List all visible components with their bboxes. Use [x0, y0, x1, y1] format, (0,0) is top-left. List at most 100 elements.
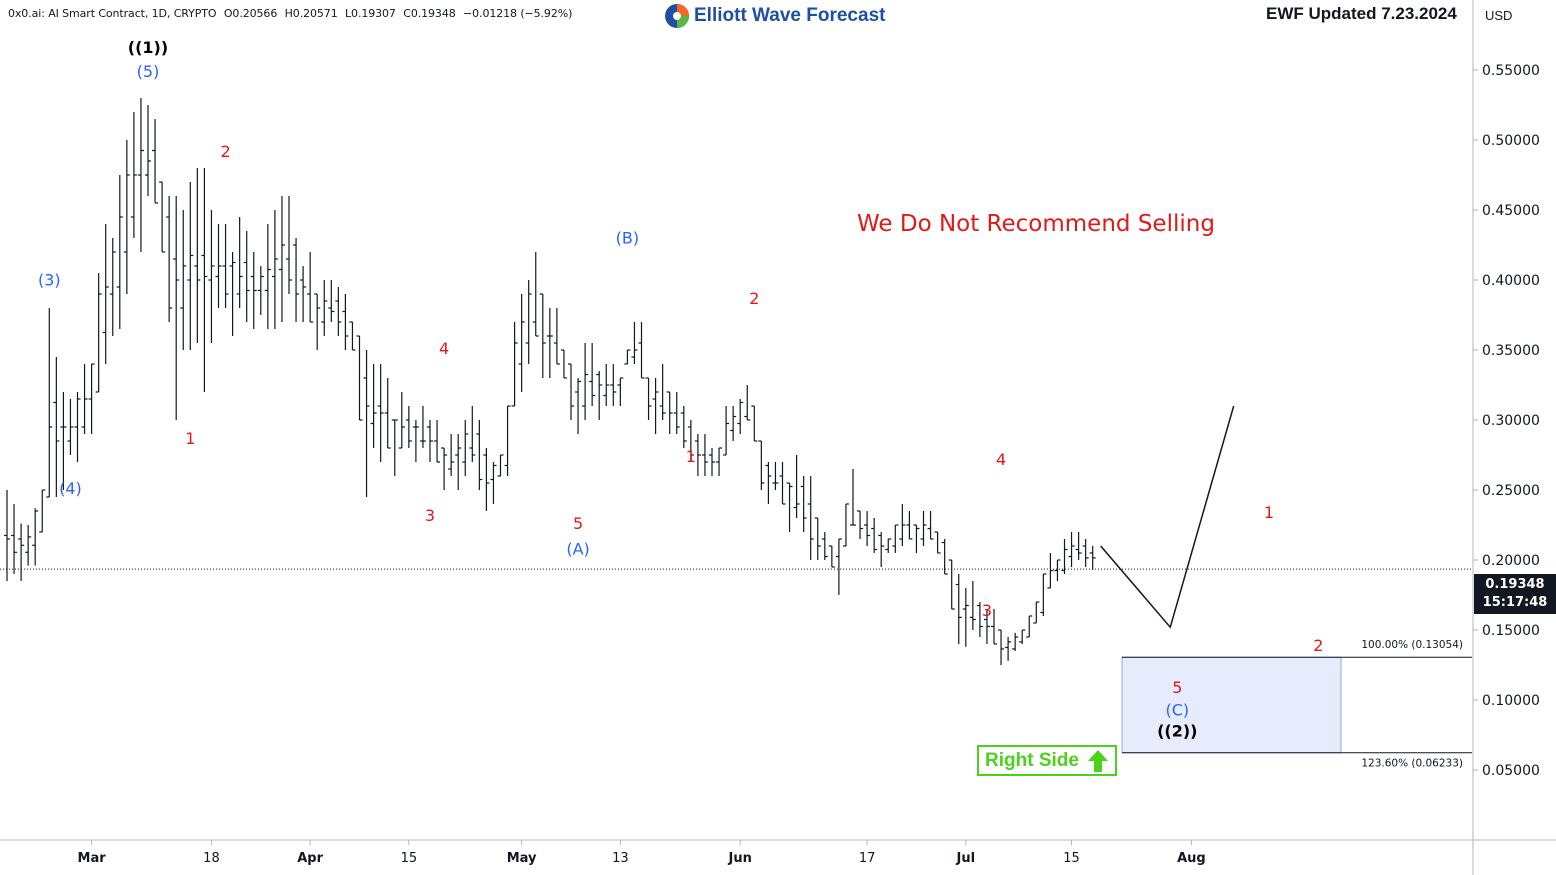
ohlc-bar	[645, 377, 652, 420]
ohlc-bar	[941, 539, 948, 575]
ohlc-bar	[116, 175, 123, 329]
ohlc-bar	[666, 391, 673, 434]
ohlc-bar	[257, 266, 264, 315]
x-tick-label: May	[507, 851, 537, 866]
wave-label: (5)	[137, 62, 160, 81]
ohlc-bar	[215, 224, 222, 308]
currency-label[interactable]: USD	[1485, 8, 1513, 23]
ohlc-bar	[955, 574, 962, 644]
ohlc-bar	[476, 420, 483, 490]
ohlc-bar	[758, 440, 765, 490]
ohlc-bar	[991, 609, 997, 645]
ohlc-bar	[1082, 539, 1089, 567]
ohlc-bar	[448, 434, 455, 476]
ohlc-bar	[398, 392, 405, 449]
brand-logo: Elliott Wave Forecast	[664, 2, 885, 30]
x-tick-label: Jul	[956, 851, 976, 866]
ohlc-bar	[462, 420, 469, 476]
x-tick-label: 15	[1063, 851, 1080, 866]
ohlc-bar	[878, 532, 885, 567]
ohlc-bar	[603, 364, 610, 406]
ohlc-bar	[349, 321, 356, 351]
ohlc-bar	[793, 455, 800, 518]
ohlc-bar	[328, 280, 335, 322]
ohlc-bar	[624, 349, 631, 365]
ohlc-bar	[321, 280, 328, 336]
y-tick-label: 0.10000	[1482, 693, 1540, 709]
x-tick-label: Apr	[297, 851, 323, 866]
ohlc-bar	[998, 629, 1005, 665]
ohlc-bar	[427, 420, 433, 462]
y-tick-label: 0.25000	[1482, 483, 1540, 499]
ohlc-bar	[772, 462, 779, 490]
ohlc-bar	[419, 406, 426, 448]
close-value: C0.19348	[403, 7, 456, 20]
brand-name: Elliott Wave Forecast	[694, 5, 886, 26]
ohlc-bar	[927, 511, 934, 540]
ohlc-bar	[405, 406, 412, 448]
ohlc-bar	[920, 511, 927, 546]
ohlc-bar	[589, 343, 596, 406]
y-tick-label: 0.40000	[1482, 273, 1540, 289]
ohlc-bar	[871, 518, 878, 553]
ohlc-bar	[490, 462, 497, 504]
ohlc-bar	[1012, 632, 1019, 651]
recommendation-text: We Do Not Recommend Selling	[857, 211, 1215, 237]
up-arrow-icon	[1087, 749, 1108, 772]
wave-label: 3	[425, 506, 435, 525]
ohlc-bar	[631, 322, 638, 364]
x-tick-label: Mar	[78, 851, 107, 866]
ohlc-bar	[976, 602, 983, 637]
ohlc-bar	[370, 364, 377, 448]
wave-label: ((1))	[128, 38, 168, 57]
ohlc-bar	[730, 406, 737, 441]
wave-label: 2	[749, 289, 759, 308]
ohlc-bar	[4, 490, 10, 581]
ohlc-bar	[271, 210, 278, 329]
y-tick-label: 0.30000	[1482, 413, 1540, 429]
ohlc-bar	[469, 406, 476, 462]
ohlc-bar	[32, 508, 39, 566]
ohlc-bar	[504, 405, 511, 476]
high-value: H0.20571	[284, 7, 338, 20]
ohlc-bar	[892, 524, 899, 553]
wave-label: 1	[185, 429, 195, 448]
change-value: −0.01218 (−5.92%)	[463, 7, 573, 20]
ohlc-bar	[18, 523, 25, 581]
ohlc-bar	[652, 378, 659, 434]
ohlc-bar	[913, 524, 920, 553]
ohlc-bar	[102, 224, 109, 364]
wave-label: (3)	[38, 271, 61, 290]
ohlc-bar	[807, 476, 814, 560]
ohlc-bar	[716, 447, 723, 476]
y-tick-label: 0.35000	[1482, 343, 1540, 359]
ohlc-bar	[779, 462, 786, 505]
right-side-badge: Right Side	[977, 745, 1117, 776]
ohlc-bar	[391, 419, 398, 476]
ohlc-bar	[1054, 559, 1061, 581]
ohlc-bar	[483, 448, 490, 511]
ohlc-bar	[539, 293, 546, 378]
ohlc-bar	[1019, 629, 1026, 644]
ohlc-bar	[1047, 553, 1054, 589]
ohlc-bar	[152, 119, 159, 204]
symbol-name: 0x0.ai: AI Smart Contract, 1D, CRYPTO	[8, 7, 217, 20]
wave-label: (C)	[1165, 700, 1189, 719]
ohlc-bar	[842, 503, 849, 547]
wave-label: 3	[982, 601, 992, 620]
wave-label: 1	[1264, 503, 1274, 522]
ohlc-bar	[857, 510, 864, 539]
ohlc-bar	[1075, 532, 1082, 560]
ohlc-bar	[11, 504, 18, 574]
y-tick-label: 0.20000	[1482, 553, 1540, 569]
y-tick-label: 0.55000	[1482, 63, 1540, 79]
ohlc-bar	[145, 105, 151, 196]
bar-countdown: 15:17:48	[1482, 595, 1548, 610]
ohlc-bar	[264, 224, 271, 329]
wave-label: 5	[573, 514, 583, 533]
fib-level-label: 100.00% (0.13054)	[1361, 639, 1463, 651]
ohlc-bar	[159, 181, 166, 253]
projection-path	[1100, 405, 1235, 629]
